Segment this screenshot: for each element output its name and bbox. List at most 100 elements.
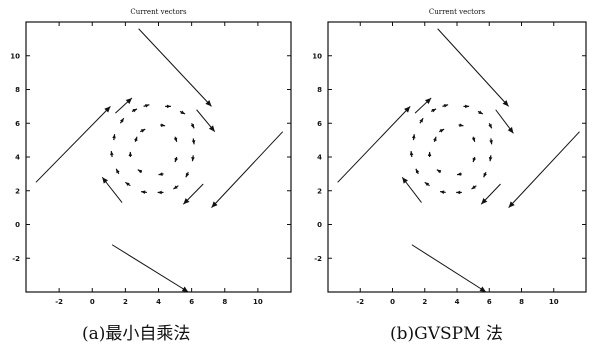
inner-vector (112, 134, 116, 141)
outer-vector (414, 97, 432, 114)
chart-a: Current vectors -2 0 2 4 6 8 10 -2 0 2 4 6 8 10 (10, 8, 292, 306)
chart-b: Current vectors -2 0 2 4 6 8 10 -2 0 2 4 6 8 10 (312, 8, 587, 306)
x-tick-label: -2 (356, 298, 364, 306)
inner-vector (419, 117, 424, 124)
caption-b: (b)GVSPM 法 (390, 324, 503, 344)
inner-vector (471, 185, 477, 190)
y-tick-label: 8 (317, 86, 322, 94)
y-tick-label: 0 (15, 221, 20, 229)
x-tick-label: 4 (156, 298, 161, 306)
inner-vector (477, 110, 484, 115)
inner-vector (128, 151, 133, 157)
inner-vector (125, 181, 131, 187)
inner-vector (143, 104, 150, 108)
y-tick-label: 0 (317, 221, 322, 229)
inner-vector (140, 128, 146, 133)
inner-vector (488, 122, 493, 129)
inner-vector (157, 190, 164, 195)
y-tick-label: 4 (15, 154, 20, 162)
outer-vector (337, 106, 411, 183)
y-tick-label: -2 (314, 255, 322, 263)
x-tick-label: 6 (487, 298, 492, 306)
chart-panel-b: Current vectors -2 0 2 4 6 8 10 -2 0 2 4 6 8 10 (296, 0, 592, 306)
inner-vector (179, 110, 186, 115)
x-tick-label: 4 (455, 298, 460, 306)
inner-vector (173, 185, 179, 190)
outer-vector (182, 183, 204, 205)
inner-vector (191, 138, 196, 145)
inner-vector (131, 108, 138, 113)
inner-vector (185, 171, 190, 178)
inner-vector (483, 171, 487, 178)
inner-vector (488, 155, 493, 162)
outer-vector (101, 176, 123, 203)
outer-vector (495, 109, 514, 134)
inner-vector (456, 190, 462, 195)
inner-vector (430, 108, 437, 113)
x-tick-label: 0 (390, 298, 395, 306)
inner-vector (439, 190, 446, 194)
y-tick-label: 2 (317, 187, 322, 195)
inner-vector (160, 123, 166, 127)
x-tick-label: -2 (55, 298, 63, 306)
inner-vector (141, 190, 147, 194)
inner-vector (424, 181, 430, 187)
outer-vector (211, 131, 284, 208)
inner-vector (489, 138, 493, 145)
x-tick-label: 10 (549, 298, 559, 306)
inner-vector (471, 136, 476, 142)
y-tick-label: 2 (15, 187, 20, 195)
y-tick-label: 6 (317, 120, 322, 128)
inner-vector (438, 128, 445, 133)
y-tick-label: 10 (10, 52, 20, 60)
outer-vector (480, 183, 501, 205)
inner-vector (463, 104, 470, 109)
outer-vector (508, 131, 580, 208)
inner-vector (433, 136, 437, 142)
inner-vector (191, 155, 195, 162)
inner-vector (173, 136, 178, 142)
x-tick-label: 8 (519, 298, 524, 306)
inner-vector (442, 104, 449, 108)
x-tick-label: 0 (90, 298, 95, 306)
chart-title: Current vectors (130, 8, 187, 16)
outer-vector (196, 109, 216, 133)
inner-vector (472, 156, 477, 163)
inner-vector (174, 156, 179, 163)
inner-vector (110, 151, 114, 158)
chart-panel-a: Current vectors -2 0 2 4 6 8 10 -2 0 2 4 6 8 10 (0, 0, 296, 306)
outer-vector (138, 28, 212, 107)
inner-vector (458, 123, 464, 127)
inner-vector (427, 151, 432, 157)
inner-vector (115, 168, 120, 175)
caption-a: (a)最小自乘法 (82, 324, 191, 344)
inner-vector (409, 151, 414, 158)
y-tick-label: 4 (317, 154, 322, 162)
outer-vector (111, 244, 189, 293)
chart-title: Current vectors (429, 8, 486, 16)
outer-vector (411, 244, 487, 293)
outer-vector (401, 176, 422, 203)
y-tick-label: 10 (312, 52, 322, 60)
x-tick-label: 2 (123, 298, 128, 306)
y-tick-label: 8 (15, 86, 20, 94)
inner-vector (137, 169, 143, 174)
outer-vector (115, 97, 133, 114)
inner-vector (411, 134, 416, 141)
x-tick-label: 8 (222, 298, 227, 306)
inner-vector (119, 117, 125, 124)
inner-vector (165, 104, 171, 109)
outer-vector (35, 106, 111, 183)
inner-vector (134, 136, 138, 142)
inner-vector (415, 168, 420, 175)
x-tick-label: 10 (253, 298, 263, 306)
plot-frame (25, 21, 292, 293)
inner-vector (436, 169, 442, 174)
y-tick-label: -2 (12, 255, 20, 263)
inner-vector (190, 122, 195, 129)
inner-vector (456, 172, 462, 176)
outer-vector (437, 28, 509, 107)
x-tick-label: 6 (189, 298, 194, 306)
x-tick-label: 2 (422, 298, 427, 306)
plot-frame (327, 21, 587, 293)
